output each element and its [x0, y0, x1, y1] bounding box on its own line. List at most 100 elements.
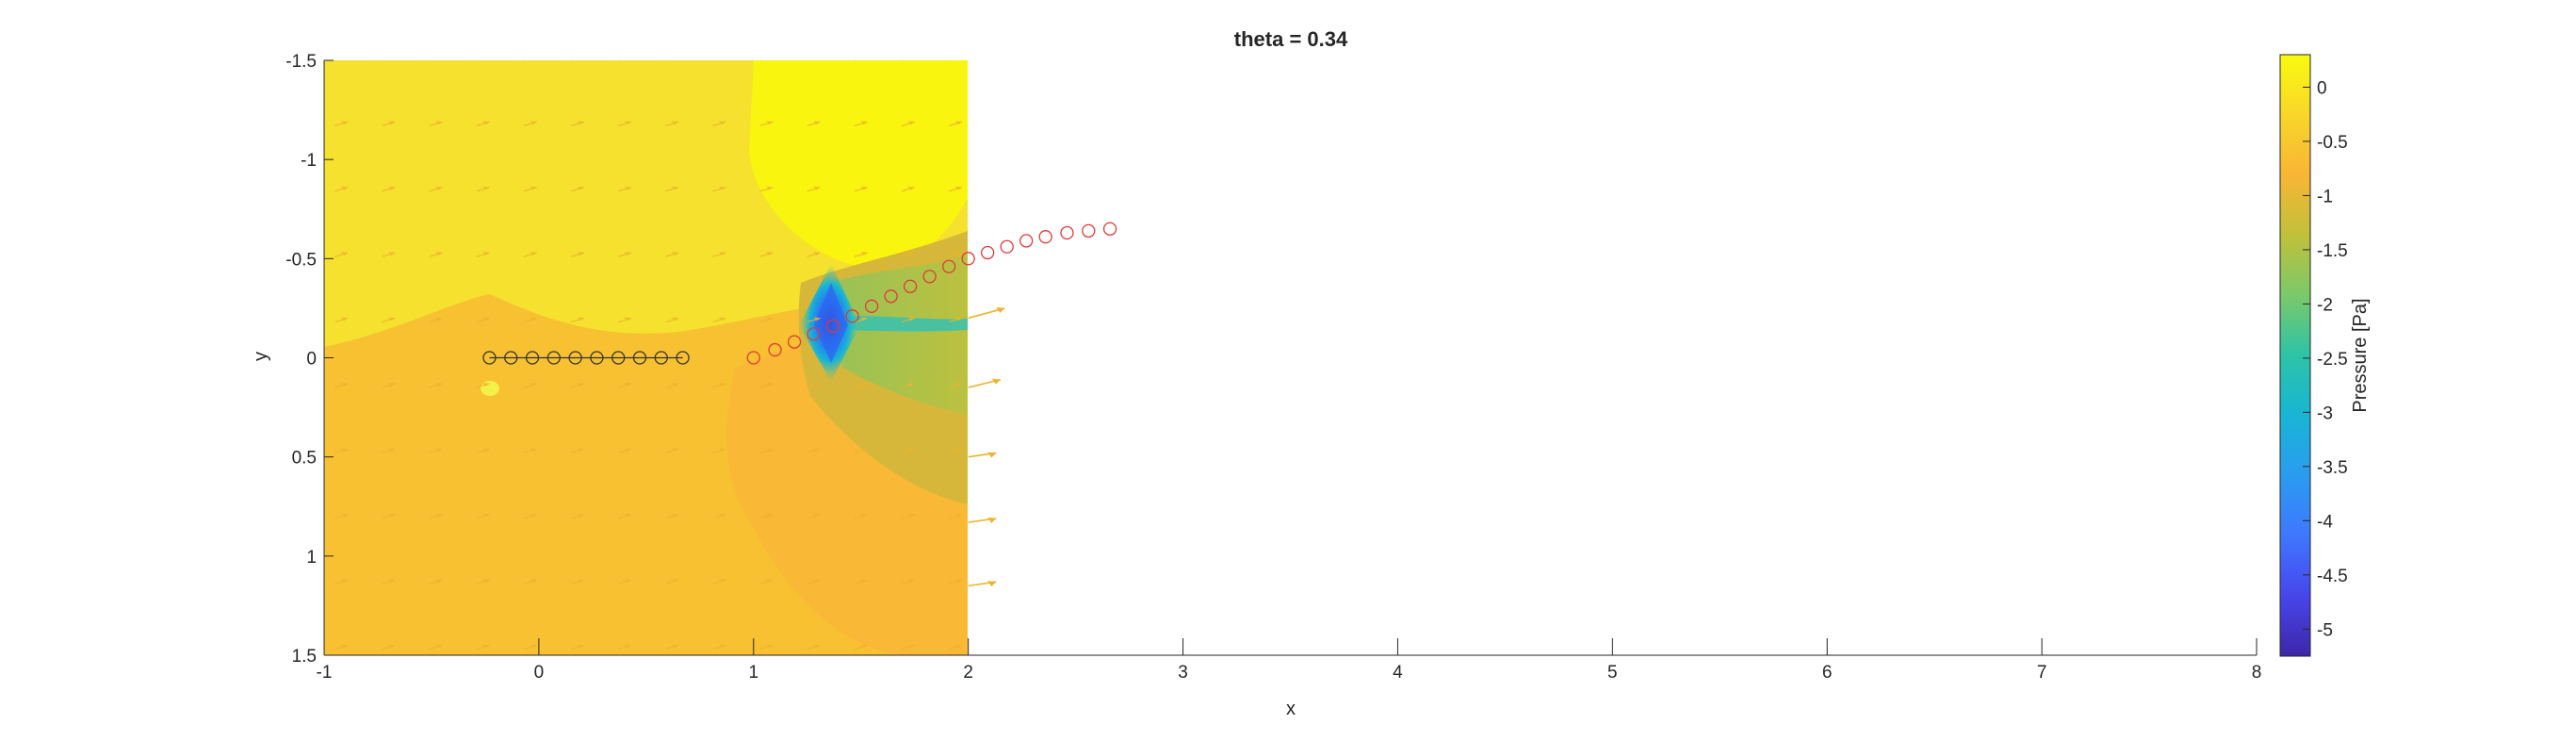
- velocity-arrow-head: [672, 317, 679, 321]
- velocity-arrow-head: [672, 121, 679, 125]
- pressure-region-wake: [827, 255, 968, 415]
- colorbar-ticks: 0 -0.5 -1 -1.5 -2 -2.5 -3 -3.5 -4 -4.5 -5: [2303, 78, 2348, 640]
- velocity-arrow-head: [530, 121, 537, 125]
- velocity-arrow-head: [530, 317, 537, 321]
- y-tick-label: 1: [306, 548, 317, 568]
- velocity-arrow-head: [482, 448, 490, 453]
- velocity-arrow: [476, 60, 480, 61]
- colorbar-tick-label: -1.5: [2317, 241, 2348, 261]
- velocity-arrow-head: [954, 448, 962, 453]
- markers: [482, 222, 1117, 365]
- velocity-arrow-head: [341, 579, 349, 584]
- colorbar-tick-label: -5: [2317, 620, 2333, 640]
- velocity-arrow-head: [813, 186, 821, 190]
- colorbar-tick-label: -3: [2317, 403, 2333, 423]
- y-tick-label: 1.5: [292, 647, 317, 667]
- velocity-arrow-head: [435, 252, 443, 256]
- velocity-arrow-head: [719, 382, 726, 387]
- x-axis-label: x: [1286, 699, 1296, 719]
- x-tick-label: 6: [1822, 663, 1833, 683]
- velocity-arrow-head: [577, 186, 584, 190]
- velocity-arrow-head: [719, 448, 726, 453]
- colorbar-tick-label: -3.5: [2317, 458, 2348, 478]
- velocity-arrow-head: [813, 121, 821, 125]
- velocity-arrow-head: [530, 448, 537, 453]
- boundary-arrow-head: [991, 378, 1001, 385]
- black-marker: [632, 351, 647, 365]
- velocity-arrow-head: [435, 513, 443, 518]
- velocity-arrow-head: [766, 121, 774, 125]
- velocity-arrow-head: [813, 513, 821, 518]
- black-marker: [568, 351, 582, 365]
- velocity-arrow-head: [530, 252, 537, 256]
- boundary-velocity-arrows: [968, 306, 1005, 587]
- velocity-arrow-head: [577, 513, 584, 518]
- red-marker: [768, 342, 782, 357]
- x-tick-label: 8: [2252, 663, 2262, 683]
- black-marker: [504, 351, 518, 365]
- red-marker: [1102, 222, 1117, 236]
- velocity-arrow-head: [435, 579, 443, 584]
- velocity-arrow: [759, 60, 762, 61]
- velocity-arrow-head: [482, 121, 490, 125]
- velocity-arrow-head: [907, 252, 915, 256]
- velocity-arrow-head: [577, 644, 584, 649]
- velocity-arrow-head: [482, 513, 490, 518]
- velocity-arrow-head: [624, 644, 631, 649]
- velocity-arrow-head: [388, 579, 396, 584]
- velocity-arrow-head: [907, 121, 915, 125]
- velocity-arrow-head: [813, 448, 821, 453]
- velocity-arrow-head: [766, 186, 774, 190]
- velocity-arrows: [334, 56, 963, 650]
- red-marker: [903, 279, 918, 293]
- velocity-arrow-head: [341, 186, 349, 190]
- pressure-region-wake-core: [848, 316, 968, 332]
- x-tick-label: 7: [2037, 663, 2047, 683]
- colorbar-label: Pressure [Pa]: [2350, 298, 2371, 412]
- velocity-arrow-head: [388, 513, 396, 518]
- velocity-arrow-head: [388, 186, 396, 190]
- velocity-arrow-head: [860, 186, 868, 190]
- velocity-arrow-head: [813, 56, 820, 59]
- velocity-arrow-head: [672, 186, 679, 190]
- x-tick-label: 3: [1178, 663, 1188, 683]
- pressure-region-vortex-core: [814, 283, 848, 363]
- velocity-arrow: [334, 60, 337, 61]
- black-marker: [525, 351, 540, 365]
- velocity-arrow: [382, 60, 384, 61]
- boundary-arrow-head: [996, 306, 1005, 313]
- velocity-arrow-head: [907, 579, 915, 584]
- velocity-arrow-head: [624, 579, 631, 584]
- black-marker: [611, 351, 626, 365]
- velocity-arrow-head: [860, 644, 868, 649]
- colorbar-tick-label: -2: [2317, 295, 2333, 315]
- velocity-arrow-head: [577, 252, 584, 256]
- x-tick-label: 2: [963, 663, 973, 683]
- velocity-arrow-head: [766, 448, 774, 453]
- velocity-arrow-head: [625, 56, 631, 59]
- velocity-arrow-head: [578, 56, 584, 59]
- velocity-arrow-head: [907, 513, 915, 518]
- velocity-arrow-head: [577, 448, 584, 453]
- y-tick-label: -1.5: [285, 52, 317, 72]
- red-marker: [942, 259, 956, 273]
- velocity-arrow-head: [388, 317, 396, 321]
- velocity-arrow-head: [672, 382, 679, 387]
- velocity-arrow-head: [435, 382, 443, 387]
- velocity-arrow-head: [530, 644, 537, 649]
- red-marker: [845, 309, 859, 323]
- velocity-arrow-head: [954, 121, 962, 125]
- velocity-arrow: [665, 60, 668, 61]
- velocity-arrow-head: [954, 382, 962, 387]
- chart-title: theta = 0.34: [1234, 27, 1348, 51]
- x-tick-label: 4: [1393, 663, 1403, 683]
- velocity-arrow-head: [530, 382, 537, 387]
- velocity-arrow-head: [860, 448, 868, 453]
- red-marker: [825, 319, 840, 333]
- velocity-arrow-head: [530, 579, 537, 584]
- velocity-arrow-head: [530, 56, 537, 59]
- velocity-arrow-head: [388, 56, 395, 59]
- red-marker: [1000, 239, 1014, 254]
- velocity-arrow-head: [954, 252, 962, 256]
- velocity-arrow-head: [482, 186, 490, 190]
